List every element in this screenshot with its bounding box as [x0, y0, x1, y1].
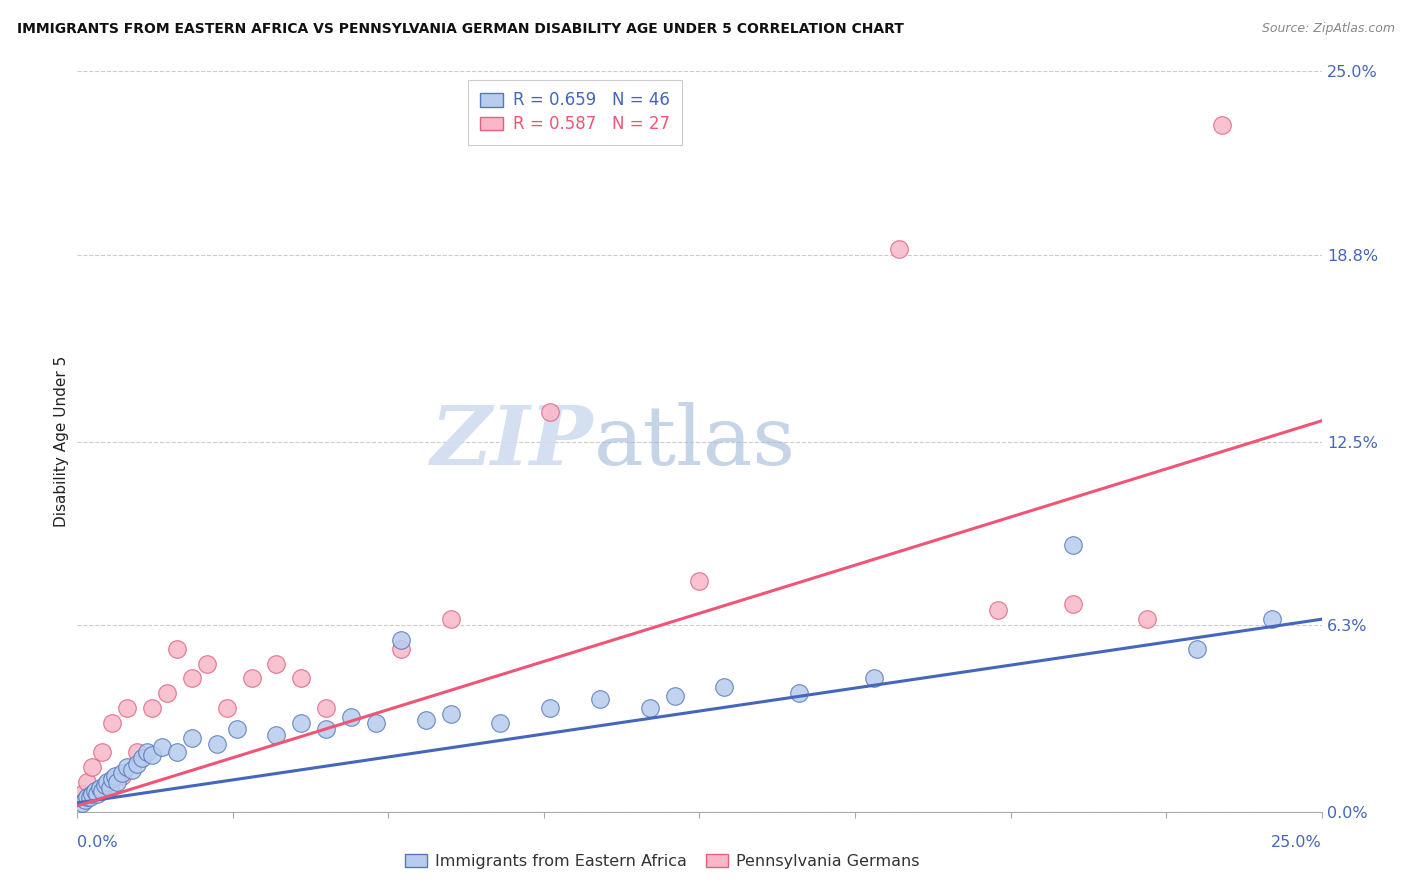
Text: Source: ZipAtlas.com: Source: ZipAtlas.com [1261, 22, 1395, 36]
Point [93, 778, 115, 792]
Point [389, 632, 412, 647]
Text: IMMIGRANTS FROM EASTERN AFRICA VS PENNSYLVANIA GERMAN DISABILITY AGE UNDER 5 COR: IMMIGRANTS FROM EASTERN AFRICA VS PENNSY… [17, 22, 904, 37]
Point [101, 715, 124, 730]
Point [1187, 641, 1209, 656]
Point [89, 780, 111, 795]
Text: 25.0%: 25.0% [1271, 836, 1322, 850]
Point [225, 722, 247, 736]
Point [315, 722, 337, 736]
Point [538, 701, 561, 715]
Point [115, 701, 138, 715]
Point [195, 657, 218, 671]
Point [290, 715, 312, 730]
Point [987, 603, 1010, 617]
Y-axis label: Disability Age Under 5: Disability Age Under 5 [53, 356, 69, 527]
Point [83, 784, 105, 798]
Point [104, 769, 127, 783]
Point [664, 690, 686, 704]
Point [101, 772, 124, 786]
Point [91, 784, 114, 798]
Point [131, 751, 153, 765]
Point [266, 657, 288, 671]
Point [589, 692, 612, 706]
Point [787, 686, 810, 700]
Point [1136, 612, 1159, 626]
Text: atlas: atlas [593, 401, 796, 482]
Point [180, 731, 202, 745]
Point [389, 641, 412, 656]
Point [364, 715, 387, 730]
Point [538, 405, 561, 419]
Point [215, 701, 238, 715]
Point [96, 775, 118, 789]
Point [440, 612, 463, 626]
Point [125, 746, 148, 760]
Legend: Immigrants from Eastern Africa, Pennsylvania Germans: Immigrants from Eastern Africa, Pennsylv… [399, 849, 925, 874]
Point [1261, 612, 1284, 626]
Point [1062, 538, 1084, 552]
Point [91, 746, 114, 760]
Point [290, 672, 312, 686]
Point [82, 760, 104, 774]
Text: ZIP: ZIP [432, 401, 593, 482]
Point [141, 701, 163, 715]
Point [76, 789, 98, 804]
Point [205, 737, 228, 751]
Point [689, 574, 711, 588]
Point [82, 787, 104, 801]
Point [111, 769, 134, 783]
Point [862, 672, 884, 686]
Point [638, 701, 661, 715]
Point [125, 757, 148, 772]
Point [240, 672, 263, 686]
Point [340, 710, 363, 724]
Point [166, 641, 188, 656]
Point [156, 686, 179, 700]
Point [79, 789, 101, 804]
Point [315, 701, 337, 715]
Point [440, 706, 463, 721]
Point [1062, 598, 1084, 612]
Point [98, 780, 121, 795]
Point [72, 796, 94, 810]
Point [73, 793, 96, 807]
Point [887, 242, 910, 256]
Point [180, 672, 202, 686]
Point [415, 713, 437, 727]
Point [136, 746, 159, 760]
Point [72, 787, 94, 801]
Point [1211, 118, 1233, 132]
Point [489, 715, 512, 730]
Point [141, 748, 163, 763]
Point [166, 746, 188, 760]
Point [266, 728, 288, 742]
Point [150, 739, 173, 754]
Point [115, 760, 138, 774]
Point [121, 764, 143, 778]
Text: 0.0%: 0.0% [77, 836, 118, 850]
Point [713, 681, 735, 695]
Point [105, 775, 128, 789]
Point [86, 787, 108, 801]
Point [111, 766, 134, 780]
Point [76, 775, 98, 789]
